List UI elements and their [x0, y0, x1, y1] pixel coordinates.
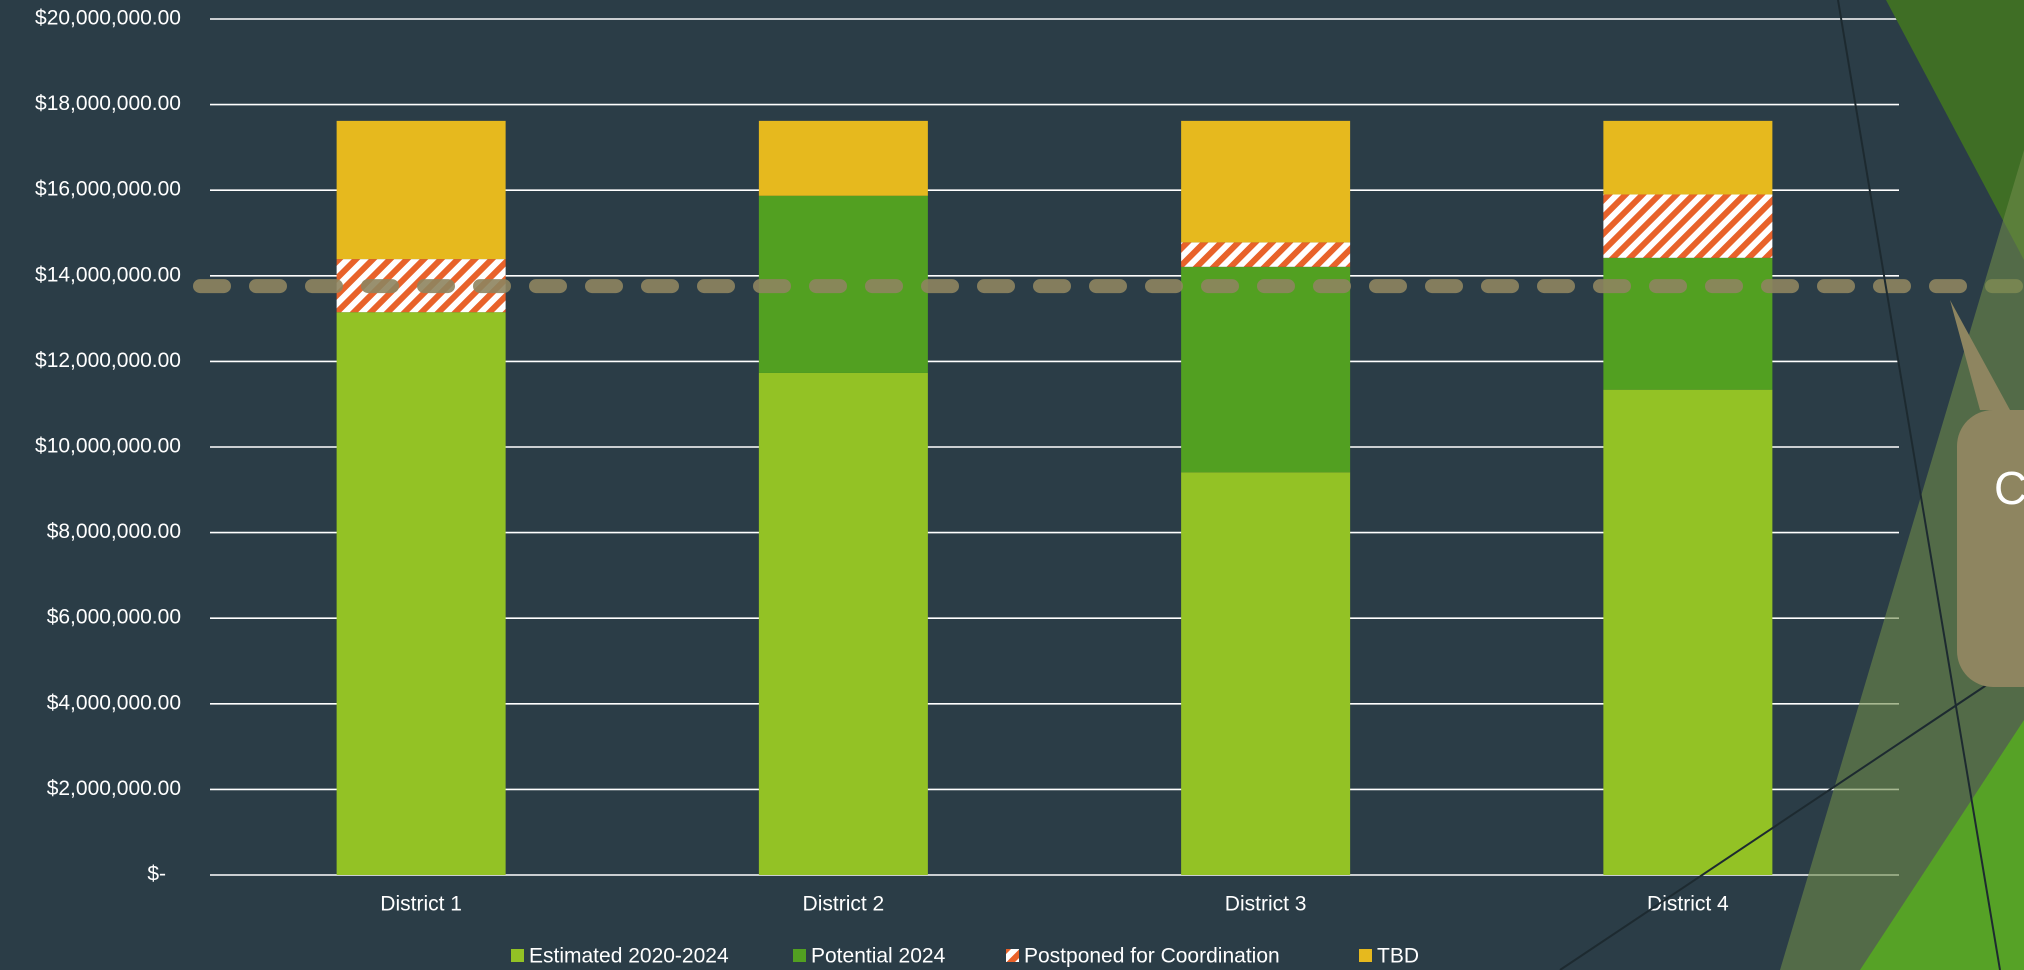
- legend-label: Postponed for Coordination: [1024, 945, 1280, 968]
- decoration: C: [1559, 0, 2024, 970]
- bar-segment: [336, 312, 506, 875]
- y-tick-label: $4,000,000.00: [47, 691, 181, 714]
- legend-swatch: [511, 949, 524, 962]
- bar-segment: [758, 372, 928, 875]
- bar-segment: [1181, 266, 1351, 473]
- y-tick-label: $6,000,000.00: [47, 606, 181, 629]
- legend-swatch: [1006, 949, 1019, 962]
- y-tick-label: $14,000,000.00: [35, 263, 181, 286]
- bar-segment: [1603, 194, 1773, 258]
- triangle: [1860, 720, 2024, 970]
- legend-swatch: [1359, 949, 1372, 962]
- decor-line: [1837, 0, 2001, 970]
- y-tick-label: $10,000,000.00: [35, 435, 181, 458]
- bar-segment: [1181, 120, 1351, 243]
- triangle: [1886, 0, 2024, 260]
- bar-segment: [1603, 389, 1773, 875]
- y-tick-label: $18,000,000.00: [35, 92, 181, 115]
- x-tick-label: District 1: [380, 893, 462, 916]
- callout-tail: [1950, 300, 2010, 410]
- y-tick-label: $12,000,000.00: [35, 349, 181, 372]
- legend-swatch: [793, 949, 806, 962]
- bar-segment: [336, 120, 506, 260]
- x-tick-label: District 3: [1225, 893, 1307, 916]
- y-tick-label: $20,000,000.00: [35, 7, 181, 30]
- bar-segment: [1603, 257, 1773, 390]
- y-tick-label: $-: [147, 863, 166, 886]
- legend-label: TBD: [1377, 945, 1419, 968]
- bar-segment: [1603, 120, 1773, 195]
- x-tick-label: District 2: [803, 893, 885, 916]
- bar-segment: [1181, 242, 1351, 267]
- triangle: [1780, 150, 2024, 970]
- y-tick-label: $16,000,000.00: [35, 178, 181, 201]
- legend-label: Estimated 2020-2024: [529, 945, 729, 968]
- callout: [1957, 410, 2024, 687]
- callout-text: C: [1994, 462, 2024, 514]
- y-tick-label: $8,000,000.00: [47, 520, 181, 543]
- y-tick-label: $2,000,000.00: [47, 777, 181, 800]
- legend-label: Potential 2024: [811, 945, 946, 968]
- bar-segment: [1181, 472, 1351, 875]
- bar-segment: [758, 120, 928, 196]
- decor-line: [1559, 659, 2024, 970]
